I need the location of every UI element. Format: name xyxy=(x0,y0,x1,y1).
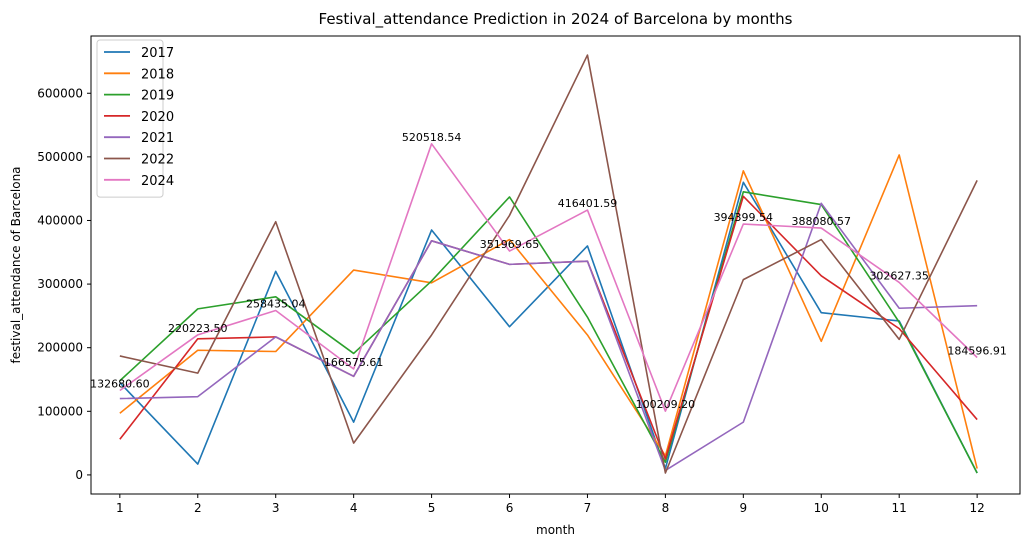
legend-label: 2018 xyxy=(141,67,174,82)
data-label: 394399.54 xyxy=(714,211,774,224)
legend-label: 2020 xyxy=(141,110,174,125)
x-tick-label: 10 xyxy=(814,501,829,515)
x-tick-label: 8 xyxy=(662,501,670,515)
x-tick-label: 4 xyxy=(350,501,358,515)
series-line-2019 xyxy=(119,191,978,474)
x-tick-label: 5 xyxy=(428,501,436,515)
data-label: 220223.50 xyxy=(168,322,228,335)
legend: 2017 2018 2019 2020 2021 2022 2024 xyxy=(96,39,174,198)
data-label: 132680.60 xyxy=(90,378,150,391)
y-tick-label: 100000 xyxy=(37,404,83,418)
chart-title: Festival_attendance Prediction in 2024 o… xyxy=(319,10,793,29)
x-tick-label: 7 xyxy=(584,501,592,515)
legend-label: 2019 xyxy=(141,89,174,104)
x-tick-label: 6 xyxy=(506,501,514,515)
legend-label: 2022 xyxy=(141,153,174,168)
x-tick-label: 1 xyxy=(116,501,124,515)
x-tick-label: 2 xyxy=(194,501,202,515)
x-axis-label: month xyxy=(536,523,575,537)
data-label: 166575.61 xyxy=(324,356,384,369)
x-tick-label: 9 xyxy=(740,501,748,515)
series-line-2020 xyxy=(119,195,978,460)
plot-frame xyxy=(90,35,1021,495)
y-tick-label: 400000 xyxy=(37,213,83,227)
y-tick-label: 500000 xyxy=(37,150,83,164)
series-line-2024 xyxy=(119,143,978,412)
data-label: 351969.65 xyxy=(480,238,540,251)
series-line-2022 xyxy=(119,54,978,474)
annotations: 132680.60 220223.50 258435.04 166575.61 5205… xyxy=(90,131,1007,411)
x-axis: 1 2 3 4 5 6 7 8 9 10 11 12 xyxy=(116,494,985,515)
y-axis-label: festival_attendance of Barcelona xyxy=(9,166,23,363)
data-label: 184596.91 xyxy=(947,344,1007,357)
series-line-2021 xyxy=(119,202,978,472)
y-tick-label: 0 xyxy=(75,468,83,482)
data-label: 388080.57 xyxy=(792,215,852,228)
legend-label: 2021 xyxy=(141,131,174,146)
legend-label: 2024 xyxy=(141,174,174,189)
series-line-2018 xyxy=(119,154,978,469)
legend-label: 2017 xyxy=(141,46,174,61)
x-tick-label: 12 xyxy=(969,501,984,515)
x-tick-label: 11 xyxy=(892,501,907,515)
x-tick-label: 3 xyxy=(272,501,280,515)
y-tick-label: 200000 xyxy=(37,341,83,355)
data-label: 100209.20 xyxy=(636,398,696,411)
y-tick-label: 300000 xyxy=(37,277,83,291)
data-label: 302627.35 xyxy=(869,269,929,282)
data-label: 416401.59 xyxy=(558,197,618,210)
data-label: 520518.54 xyxy=(402,131,462,144)
plot-area xyxy=(119,54,978,474)
y-axis: 0 100000 200000 300000 400000 500000 600000 xyxy=(37,86,91,482)
y-tick-label: 600000 xyxy=(37,86,83,100)
data-label: 258435.04 xyxy=(246,298,306,311)
